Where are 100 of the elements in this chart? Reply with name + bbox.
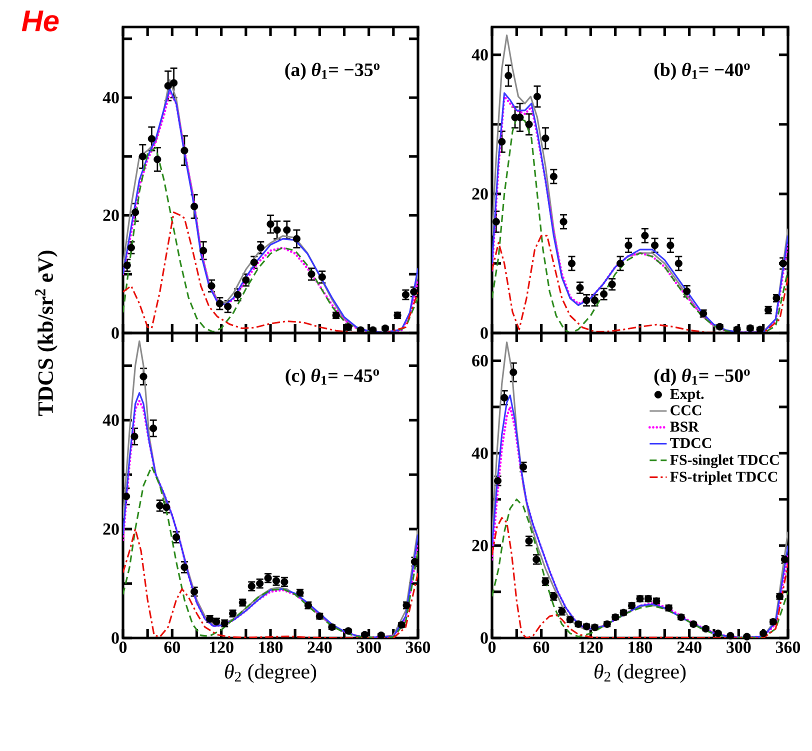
point	[148, 135, 156, 143]
y-tick-label: 0	[480, 632, 488, 644]
point	[224, 302, 232, 310]
point	[170, 79, 178, 87]
point	[591, 296, 599, 304]
point	[180, 146, 188, 154]
point	[154, 156, 162, 164]
point	[208, 282, 216, 290]
x-tick-label: 360	[776, 642, 800, 653]
line-series	[123, 528, 418, 638]
x-tick-label: 300	[356, 642, 381, 653]
x-axis-title: θ$_{2}$ (degree)	[225, 664, 316, 683]
y-tick-label: 20	[472, 540, 488, 552]
y-tick-label: 20	[472, 188, 488, 200]
point	[683, 287, 691, 296]
x-tick-label: 0	[119, 642, 127, 653]
point	[234, 290, 242, 299]
point	[674, 260, 682, 268]
line-series	[123, 466, 418, 638]
y-tick-label: 40	[472, 49, 488, 61]
legend-label: BSR	[670, 422, 700, 432]
point	[624, 242, 632, 250]
point	[140, 372, 148, 380]
point	[568, 260, 576, 268]
x-tick-label: 240	[308, 642, 332, 653]
point	[504, 72, 512, 80]
point	[180, 563, 188, 571]
point	[726, 632, 734, 640]
point	[608, 280, 616, 288]
point	[492, 218, 500, 226]
x-tick-label: 60	[164, 642, 180, 653]
point	[256, 244, 264, 252]
point	[498, 138, 506, 146]
y-tick-label: 40	[102, 414, 119, 426]
point	[150, 424, 158, 432]
line-series	[123, 212, 418, 334]
y-tick-label: 60	[472, 355, 488, 366]
point	[510, 368, 518, 376]
line-series	[492, 234, 788, 334]
x-tick-label: 180	[628, 642, 652, 653]
y-tick-label: 20	[103, 523, 119, 535]
x-tick-label: 240	[677, 642, 702, 653]
annotation: (a) θ$_{1}$= −35$^{o}$	[285, 62, 380, 80]
point	[525, 120, 533, 128]
x-tick-label: 0	[488, 642, 496, 653]
point	[560, 218, 568, 226]
point	[172, 533, 180, 542]
point	[779, 260, 787, 268]
point	[273, 226, 281, 234]
x-tick-label: 60	[533, 642, 550, 653]
y-tick-label: 20	[103, 210, 119, 222]
point	[641, 232, 649, 240]
point	[533, 92, 542, 100]
point	[760, 630, 768, 638]
y-axis-title: TDCS (kb/sr$^{2}$ eV)	[35, 250, 58, 416]
point	[130, 432, 138, 440]
chart-title: He	[22, 10, 59, 32]
point	[266, 220, 274, 228]
legend-label: FS-triplet TDCC	[670, 471, 778, 485]
point	[242, 276, 250, 284]
annotation: (c) θ$_{1}$= −45$^{o}$	[286, 368, 379, 386]
point	[616, 260, 624, 268]
point	[123, 262, 131, 270]
point	[292, 235, 301, 243]
point	[138, 152, 146, 160]
point	[190, 202, 198, 210]
point	[600, 290, 608, 298]
point	[132, 208, 140, 216]
point	[550, 172, 558, 180]
point	[377, 632, 385, 640]
point	[308, 270, 316, 278]
annotation: (d) θ$_{1}$= −50$^{o}$	[654, 368, 750, 386]
point	[500, 394, 508, 402]
point	[714, 630, 722, 638]
x-tick-label: 360	[406, 642, 430, 653]
point	[164, 82, 172, 90]
x-axis-title: θ$_{2}$ (degree)	[594, 664, 686, 683]
y-tick-label: 0	[480, 327, 488, 339]
point	[283, 226, 291, 234]
annotation: (b) θ$_{1}$= −40$^{o}$	[654, 62, 750, 80]
point	[651, 242, 659, 250]
legend-label: FS-singlet TDCC	[670, 454, 779, 468]
y-tick-label: 0	[112, 327, 119, 339]
x-tick-label: 180	[259, 642, 283, 653]
point	[250, 258, 258, 266]
legend-label: Expt.	[670, 389, 704, 402]
legend-label: TDCC	[670, 438, 712, 448]
x-tick-label: 120	[579, 642, 603, 653]
point	[360, 630, 369, 639]
point	[318, 273, 326, 281]
point	[200, 246, 208, 254]
point	[666, 242, 674, 250]
y-tick-label: 0	[112, 632, 119, 644]
x-tick-label: 120	[210, 642, 234, 653]
point	[516, 114, 524, 122]
y-tick-label: 40	[102, 92, 119, 104]
line-series	[123, 146, 418, 334]
point	[216, 300, 224, 308]
point	[743, 632, 751, 640]
point	[127, 244, 135, 252]
